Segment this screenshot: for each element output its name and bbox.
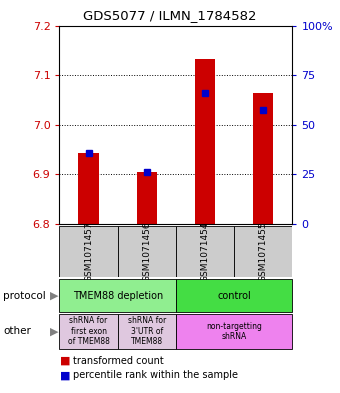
- Bar: [137, 172, 157, 224]
- Bar: [253, 92, 273, 224]
- Bar: [176, 226, 234, 277]
- Text: control: control: [217, 291, 251, 301]
- Text: shRNA for
first exon
of TMEM88: shRNA for first exon of TMEM88: [68, 316, 109, 346]
- Text: other: other: [3, 326, 31, 336]
- Text: GSM1071454: GSM1071454: [201, 221, 209, 282]
- Bar: [195, 59, 215, 224]
- Text: transformed count: transformed count: [73, 356, 164, 366]
- Bar: [59, 226, 118, 277]
- Text: ■: ■: [59, 356, 70, 366]
- Text: GSM1071456: GSM1071456: [142, 221, 151, 282]
- Bar: [118, 226, 176, 277]
- Text: shRNA for
3'UTR of
TMEM88: shRNA for 3'UTR of TMEM88: [128, 316, 166, 346]
- Bar: [59, 314, 118, 349]
- Text: GSM1071455: GSM1071455: [259, 221, 268, 282]
- Text: ▶: ▶: [50, 326, 58, 336]
- Bar: [59, 279, 176, 312]
- Bar: [79, 152, 99, 224]
- Text: ■: ■: [59, 370, 70, 380]
- Text: GDS5077 / ILMN_1784582: GDS5077 / ILMN_1784582: [83, 9, 257, 22]
- Text: GSM1071457: GSM1071457: [84, 221, 93, 282]
- Bar: [176, 279, 292, 312]
- Bar: [176, 314, 292, 349]
- Text: TMEM88 depletion: TMEM88 depletion: [73, 291, 163, 301]
- Bar: [118, 314, 176, 349]
- Text: percentile rank within the sample: percentile rank within the sample: [73, 370, 238, 380]
- Bar: [234, 226, 292, 277]
- Text: ▶: ▶: [50, 290, 58, 301]
- Text: protocol: protocol: [3, 290, 46, 301]
- Text: non-targetting
shRNA: non-targetting shRNA: [206, 321, 262, 341]
